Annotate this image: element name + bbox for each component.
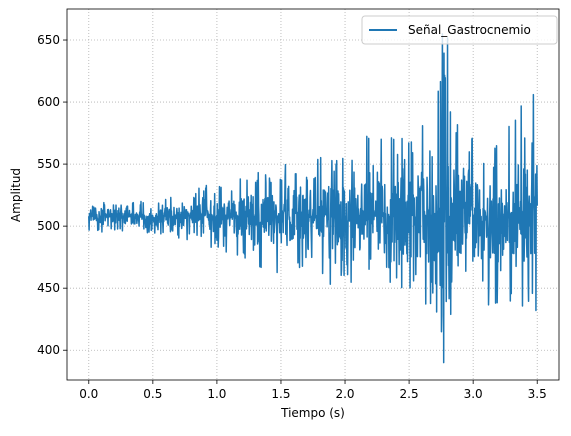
x-tick-label: 3.5 (528, 387, 547, 401)
y-axis-label: Amplitud (9, 168, 23, 222)
y-tick-label: 500 (37, 219, 60, 233)
y-tick-label: 600 (37, 95, 60, 109)
series-line-senal-gastrocnemio (88, 33, 538, 364)
x-tick-label: 3.0 (464, 387, 483, 401)
x-tick-label: 0.5 (143, 387, 162, 401)
y-tick-label: 650 (37, 33, 60, 47)
axes-layer (66, 8, 560, 381)
grid-layer (67, 9, 559, 380)
ticks-layer: 0.0 0.5 1.0 1.5 2.0 2.5 3.0 3.5 400 450 500 550 600 6… (37, 33, 547, 401)
x-axis-label: Tiempo (s) (280, 406, 345, 420)
x-tick-label: 1.5 (271, 387, 290, 401)
y-tick-label: 450 (37, 281, 60, 295)
y-tick-label: 400 (37, 343, 60, 357)
x-tick-label: 1.0 (207, 387, 226, 401)
series-layer (88, 33, 538, 364)
x-tick-label: 0.0 (79, 387, 98, 401)
legend-box (361, 15, 558, 45)
legend-label: Señal_Gastrocnemio (408, 23, 531, 37)
x-tick-label: 2.0 (335, 387, 354, 401)
y-tick-label: 550 (37, 157, 60, 171)
x-tick-label: 2.5 (400, 387, 419, 401)
legend: Señal_Gastrocnemio (361, 15, 558, 45)
plot-frame (66, 8, 560, 381)
